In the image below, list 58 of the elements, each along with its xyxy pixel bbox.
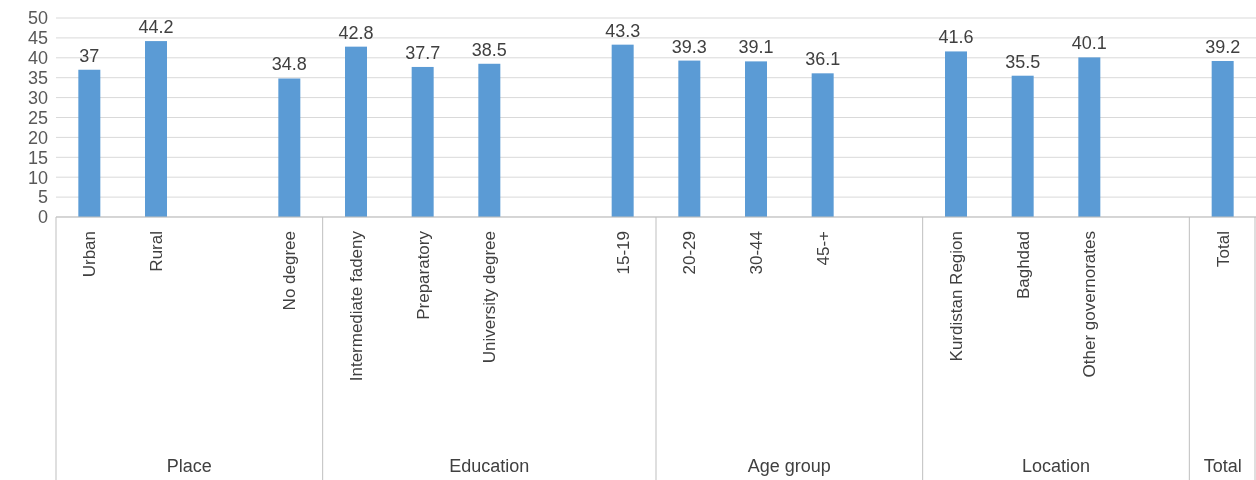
x-tick-label: University degree [480,231,500,364]
text: Age group [747,456,831,476]
y-tick-label: 45 [27,28,48,49]
y-tick-label: 10 [27,167,48,188]
bar [1078,57,1101,217]
bar [611,44,634,217]
bar [411,66,434,217]
bar [745,61,767,217]
bar [278,78,301,217]
y-tick-label: 40 [27,48,48,69]
data-label: 39.1 [738,37,774,58]
data-label: 39.3 [671,36,707,57]
data-label: 41.6 [938,27,974,48]
x-tick-label: 30-44 [747,231,766,275]
y-tick-label: 50 [27,8,48,29]
x-tick-label: No degree [280,231,300,311]
data-label: 40.1 [1071,33,1107,54]
y-tick-label: 15 [27,147,48,168]
text: Location [1021,456,1091,476]
y-tick-label: 25 [27,107,48,128]
x-tick-label: Baghdad [1013,231,1033,300]
data-label: 37.7 [405,42,441,63]
data-label: 37 [79,45,100,66]
bar [1011,75,1034,217]
y-tick-label: 0 [37,207,48,228]
bar [1211,60,1234,217]
y-tick-label: 5 [37,187,48,208]
text: Total [1203,456,1242,476]
x-tick-label: Intermediate fadeny [347,230,366,382]
bar [811,73,834,217]
bar [478,63,501,217]
x-tick-label: Other governorates [1080,231,1100,378]
text: Place [166,456,212,476]
y-tick-label: 30 [27,87,48,108]
x-tick-label: 45-+ [813,230,833,266]
y-tick-label: 20 [27,127,48,148]
x-tick-label: 15-19 [613,231,633,275]
data-label: 42.8 [338,22,374,43]
data-label: 44.2 [138,17,174,38]
data-label: 43.3 [605,20,641,41]
bar [678,60,701,217]
data-label: 39.2 [1205,36,1241,57]
bar [945,51,967,217]
x-tick-label: 20-29 [680,231,700,275]
data-label: 35.5 [1005,51,1041,72]
bar [145,41,167,217]
data-label: 38.5 [471,39,507,60]
bar [345,46,367,217]
data-label: 36.1 [805,49,841,70]
x-tick-label: Kurdistan Region [947,231,966,362]
bar [78,69,101,217]
x-tick-label: Preparatory [413,230,433,320]
data-label: 34.8 [271,54,307,75]
x-tick-label: Rural [147,231,166,272]
x-tick-label: Urban [80,231,100,278]
x-tick-label: Total [1213,231,1233,267]
text: Education [449,456,530,476]
y-tick-label: 35 [27,68,48,88]
